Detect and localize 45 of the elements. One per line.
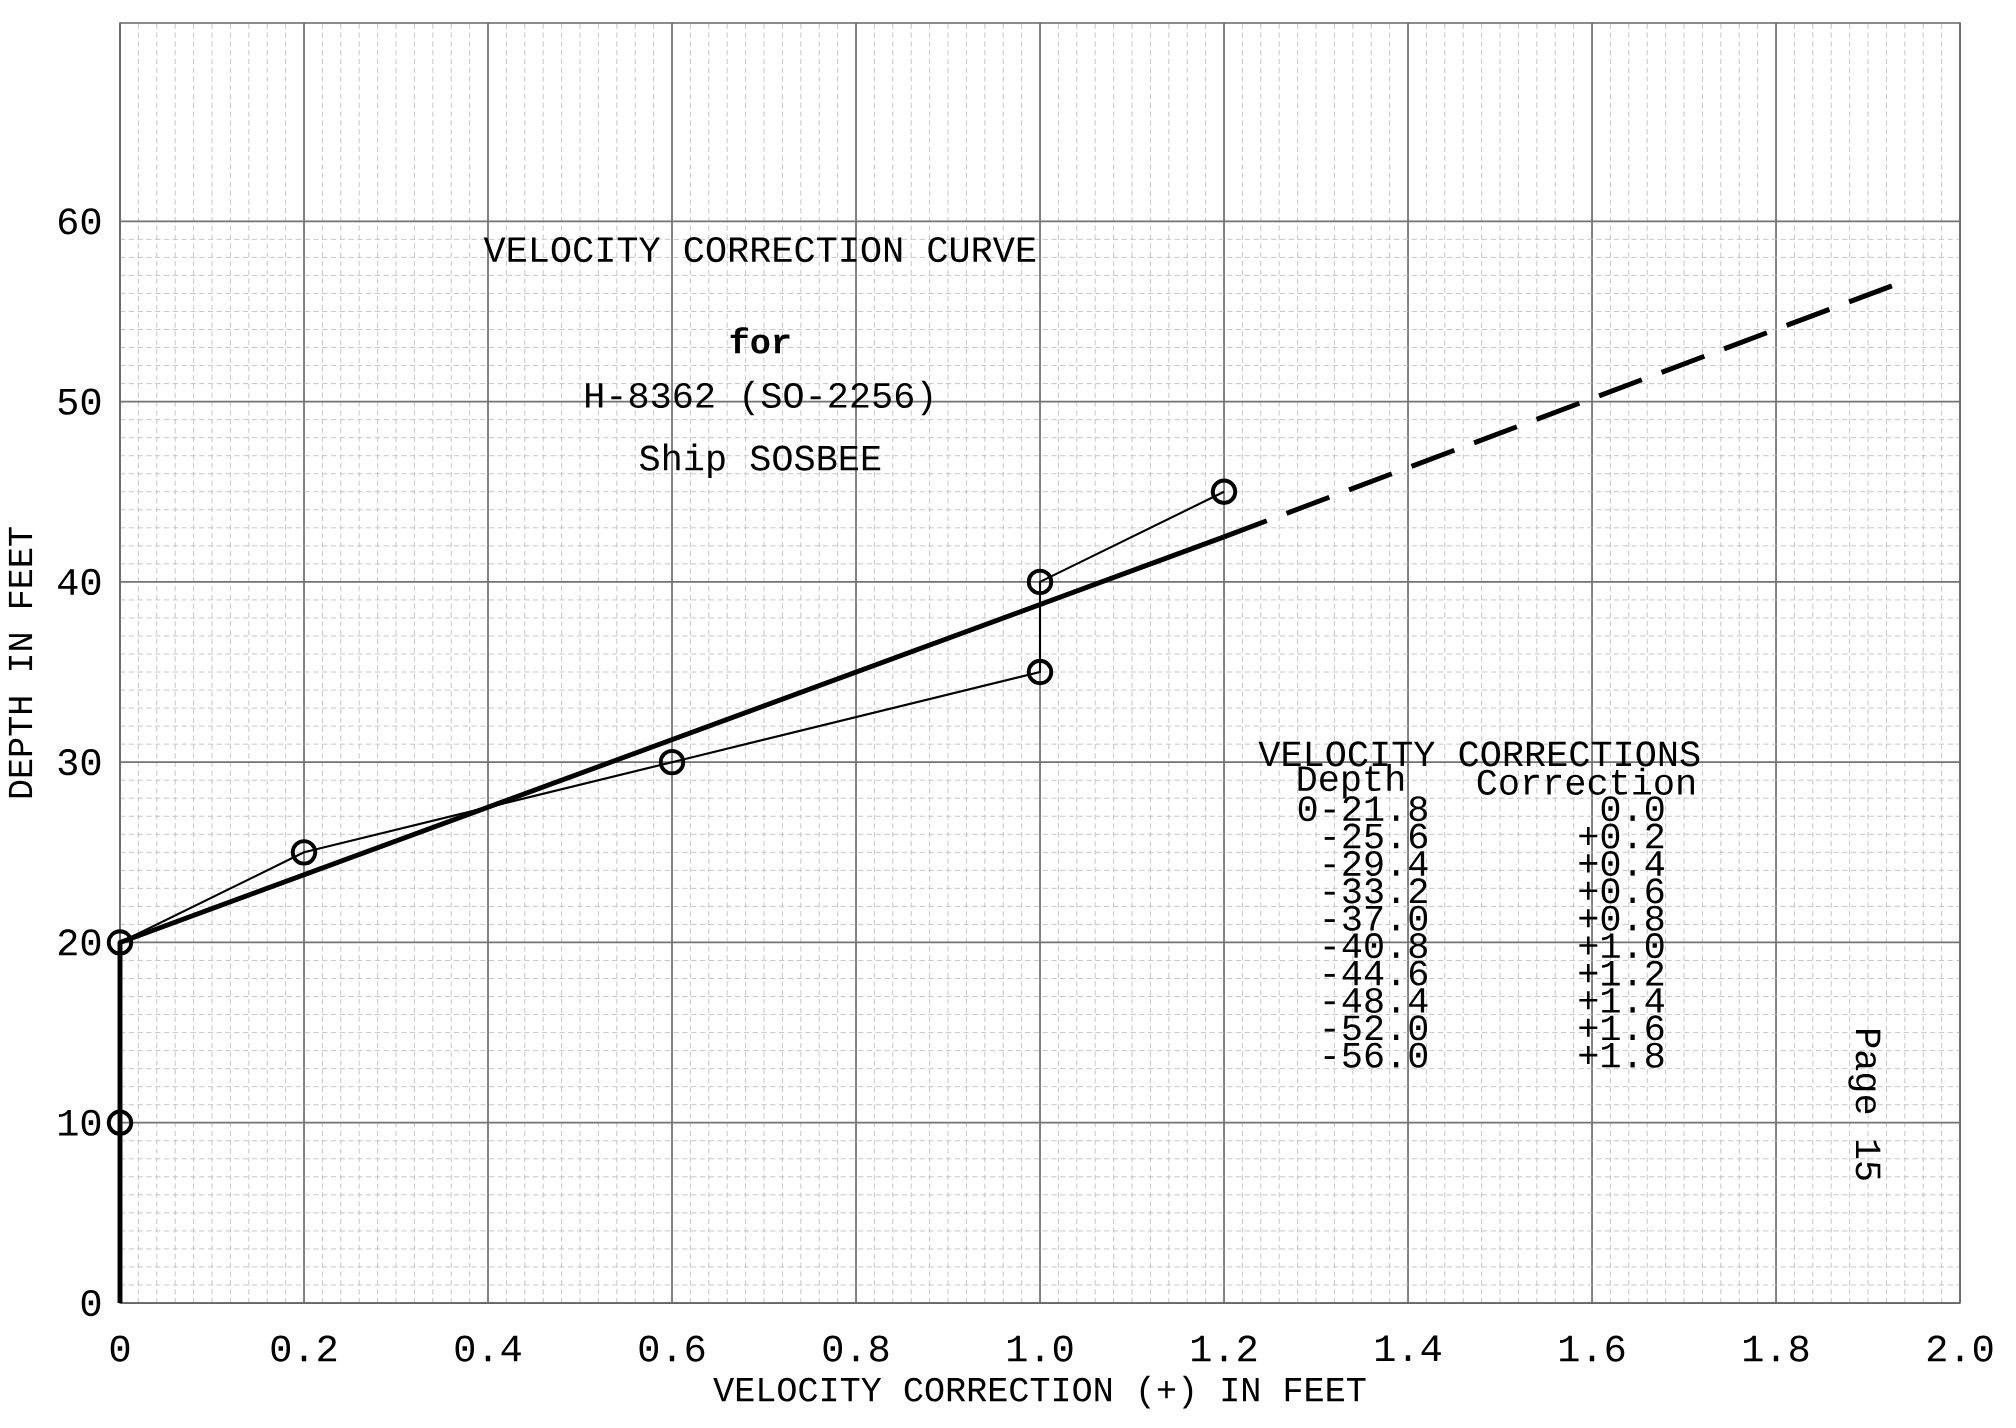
annotation: Page 15 [1848, 1030, 1881, 1180]
annotation: -37.0 [1324, 905, 1428, 931]
x-tick-label: 0.6 [639, 1335, 705, 1362]
y-tick-label: 0 [81, 1289, 101, 1317]
y-tick-label: 60 [59, 208, 101, 235]
y-tick-label: 40 [58, 568, 101, 596]
x-tick-label: 2.0 [1927, 1335, 1993, 1362]
annotation: -44.6 [1324, 960, 1427, 986]
annotation: -56.0 [1324, 1042, 1428, 1068]
y-axis-title: DEPTH IN FEET [8, 527, 33, 798]
annotation: -52.0 [1324, 1015, 1428, 1041]
annotation: +0.2 [1579, 823, 1664, 849]
annotation: -29.4 [1324, 850, 1428, 877]
annotation: -33.2 [1324, 878, 1427, 904]
annotation: +1.2 [1579, 960, 1664, 986]
annotation: Correction [1477, 767, 1694, 795]
text: VELOCITY CORRECTION CURVE [483, 237, 1036, 263]
y-tick-label: 30 [58, 749, 101, 776]
annotation: +1.4 [1579, 988, 1664, 1013]
annotation: -25.6 [1324, 823, 1427, 849]
x-tick-label: 0.8 [823, 1335, 889, 1362]
annotation: 0.0 [1601, 796, 1664, 822]
text: for [730, 327, 790, 354]
annotation: +1.6 [1579, 1015, 1664, 1041]
x-tick-label: 1.4 [1376, 1335, 1441, 1361]
y-tick-label: 10 [59, 1109, 101, 1136]
x-tick-label: 1.8 [1744, 1335, 1809, 1362]
x-tick-label: 1.6 [1560, 1335, 1625, 1362]
x-tick-label: 1.2 [1192, 1335, 1257, 1362]
annotation: +1.0 [1579, 933, 1664, 959]
x-tick-label: 0.2 [271, 1335, 337, 1362]
x-tick-label: 0 [110, 1335, 130, 1362]
annotation: Ship SOSBEE [639, 443, 881, 478]
annotation: +0.8 [1579, 905, 1664, 931]
annotation: H-8362 (SO-2256) [586, 380, 932, 416]
annotation: +0.4 [1579, 850, 1664, 877]
annotation: +1.8 [1579, 1042, 1664, 1068]
y-tick-label: 20 [58, 929, 101, 956]
annotation: -40.8 [1324, 933, 1427, 959]
x-tick-label: 1.0 [1008, 1335, 1073, 1362]
x-axis-title: VELOCITY CORRECTION (+) IN FEET [713, 1375, 1366, 1409]
x-tick-label: 0.4 [455, 1335, 521, 1362]
y-tick-label: 50 [58, 388, 101, 415]
annotation: -48.4 [1324, 987, 1428, 1013]
annotation: +0.6 [1579, 878, 1664, 904]
